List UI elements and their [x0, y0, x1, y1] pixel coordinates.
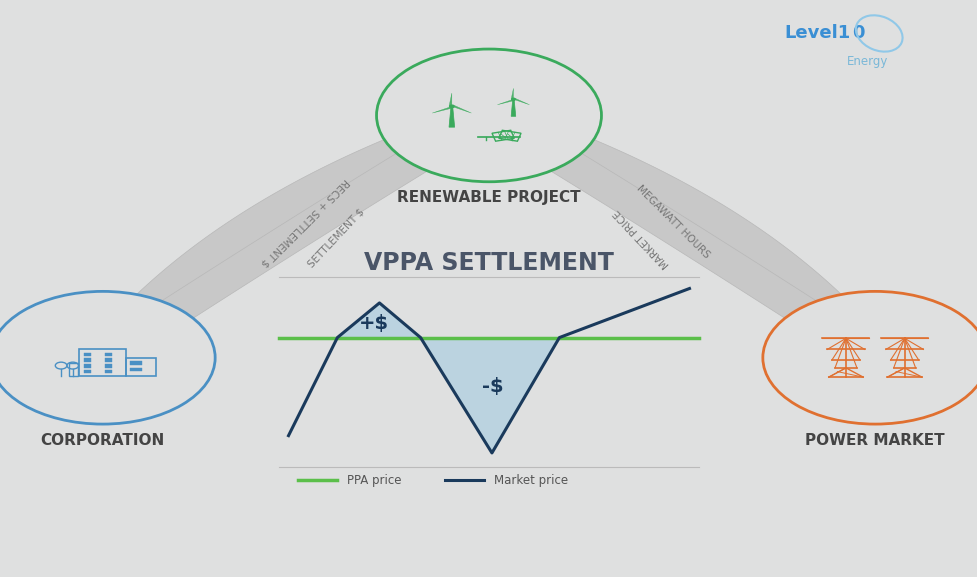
Polygon shape	[478, 104, 887, 358]
Bar	[477, 136, 520, 137]
Bar	[84, 364, 91, 368]
Bar	[130, 361, 143, 365]
Bar	[84, 353, 91, 356]
Text: RECS + SETTLEMENT $: RECS + SETTLEMENT $	[259, 176, 350, 268]
Polygon shape	[448, 93, 451, 106]
Bar	[105, 353, 111, 356]
Text: VPPA SETTLEMENT: VPPA SETTLEMENT	[363, 250, 614, 275]
Polygon shape	[448, 106, 454, 127]
Circle shape	[449, 105, 453, 108]
Bar	[69, 363, 77, 376]
Text: MARKET PRICE: MARKET PRICE	[612, 207, 670, 269]
Text: Energy: Energy	[846, 55, 887, 69]
Polygon shape	[513, 98, 529, 104]
Bar	[126, 358, 155, 376]
Text: Level1: Level1	[784, 24, 850, 43]
Bar	[84, 370, 91, 373]
Polygon shape	[420, 338, 559, 453]
Text: POWER MARKET: POWER MARKET	[805, 433, 944, 448]
Text: RENEWABLE PROJECT: RENEWABLE PROJECT	[397, 190, 580, 205]
Polygon shape	[432, 106, 452, 113]
Circle shape	[376, 49, 601, 182]
Polygon shape	[511, 88, 513, 99]
Circle shape	[762, 291, 977, 424]
Circle shape	[0, 291, 215, 424]
Text: PPA price: PPA price	[347, 474, 402, 486]
Bar	[84, 358, 91, 362]
Text: CORPORATION: CORPORATION	[40, 433, 165, 448]
Circle shape	[511, 98, 515, 100]
Bar	[79, 350, 126, 376]
Polygon shape	[497, 99, 514, 104]
Polygon shape	[488, 115, 890, 366]
Text: MEGAWATT HOURS: MEGAWATT HOURS	[634, 183, 711, 261]
Text: Market price: Market price	[493, 474, 568, 486]
Polygon shape	[87, 115, 489, 366]
Bar	[105, 364, 111, 368]
Text: +$: +$	[359, 313, 389, 332]
Text: 0: 0	[851, 24, 864, 43]
Text: -$: -$	[482, 377, 503, 395]
Polygon shape	[451, 105, 471, 113]
Bar	[105, 358, 111, 362]
Bar	[105, 370, 111, 373]
Text: SETTLEMENT $: SETTLEMENT $	[306, 207, 366, 269]
Bar	[130, 368, 143, 372]
Polygon shape	[90, 104, 499, 358]
Polygon shape	[337, 303, 420, 338]
Polygon shape	[511, 99, 515, 117]
